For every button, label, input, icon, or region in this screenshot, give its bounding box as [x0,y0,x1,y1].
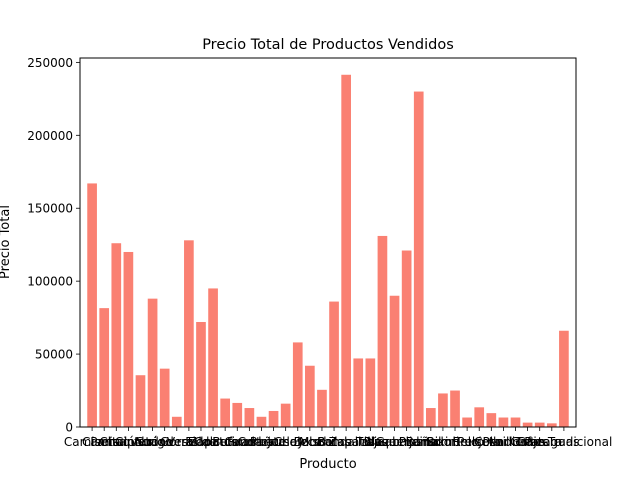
x-tick-label: Bufanda [212,435,262,449]
x-axis: CamisetaCamisaPantalónChaquetaCinturónAb… [64,427,612,449]
x-tick-label: Pantalón [90,435,142,449]
y-tick-label: 150000 [27,202,73,216]
x-tick-label: Bañador [406,435,457,449]
chart-title: Precio Total de Productos Vendidos [202,37,454,53]
y-tick-label: 250000 [27,56,73,70]
bar-4 [123,251,134,427]
x-tick-label: Botas [317,435,351,449]
bar-7 [159,368,170,427]
x-axis-label: Producto [299,457,356,472]
bar-33 [474,407,485,427]
x-tick-label: Guantes [224,435,274,449]
x-tick-label: Gabardina [375,435,437,449]
x-tick-label: Zapatillas [329,435,388,449]
x-tick-label: Vestido [167,435,211,449]
plot-frame [79,57,577,428]
x-tick-label: Camiseta [64,435,120,449]
bar-15 [256,416,267,427]
bar-39 [546,423,557,427]
bar-9 [184,240,194,427]
bar-19 [305,365,315,427]
x-tick-label: Pendientes [482,435,548,449]
x-tick-label: Blazer [364,435,402,449]
x-tick-label: Traje [355,435,385,449]
bar-20 [317,389,327,427]
bar-28 [413,91,424,428]
x-tick-label: Collar [474,435,509,449]
bar-2 [99,308,110,427]
bar-series [87,74,569,428]
y-axis: 0 50000 100000 150000 200000 250000 [27,56,80,435]
x-tick-label: Sandalias [317,435,375,449]
x-tick-label: Reloj [453,435,482,449]
y-axis-label: Precio Total [0,205,13,279]
bar-3 [111,243,122,427]
x-tick-label: Jersey [266,435,304,449]
bar-5 [135,375,146,427]
bar-35 [498,417,509,427]
x-tick-label: Falda [185,435,216,449]
x-tick-label: Zapatos [189,435,238,449]
x-tick-label: Calcetines [194,435,256,449]
y-tick-label: 0 [65,421,73,435]
bar-30 [438,393,448,427]
bar-25 [377,235,388,427]
bar-26 [389,295,400,427]
x-tick-label: Cinturón [115,435,166,449]
y-tick-label: 50000 [35,348,73,362]
bar-8 [171,416,182,427]
x-tick-label: Corbata [238,435,286,449]
x-tick-label: Chaleco [274,435,322,449]
bar-6 [147,298,158,427]
x-tick-label: Pañuelo [250,435,297,449]
x-tick-label: Vaqueros [367,435,423,449]
bar-27 [401,250,412,427]
bar-22 [341,74,351,428]
x-tick-label: Sudadera [136,435,193,449]
bar-16 [268,410,279,427]
bar-36 [510,417,521,427]
bar-34 [486,413,497,427]
x-tick-label: Camisa [82,435,126,449]
x-tick-label: Bikini [427,435,460,449]
bar-14 [244,408,255,427]
bar-21 [329,301,339,427]
x-tick-label: Anillo [487,435,520,449]
bar-17 [280,403,291,427]
bar-23 [353,358,364,427]
y-tick-label: 200000 [27,129,73,143]
x-tick-label: Paraguas [524,435,579,449]
bar-10 [196,321,206,427]
bar-40 [559,330,569,427]
x-tick-label: Chaqueta [99,435,157,449]
bar-12 [220,398,231,427]
x-tick-label: Gorra [160,435,194,449]
x-tick-label: Traje Tradicional [515,435,613,449]
bar-32 [462,417,472,427]
x-tick-label: Gafas [510,435,544,449]
x-tick-label: Abrigo [133,435,172,449]
x-tick-label: Bolso [294,435,327,449]
x-tick-label: Mochila [299,435,345,449]
bar-29 [425,408,436,427]
bar-18 [292,342,303,427]
bar-37 [522,422,533,427]
x-tick-label: Sombrero [426,435,484,449]
bar-38 [534,422,545,427]
bar-1 [87,183,97,427]
x-tick-label: Pijama [399,435,439,449]
bar-31 [450,390,460,427]
y-tick-label: 100000 [27,275,73,289]
x-tick-label: Cartera [517,435,562,449]
bar-11 [208,288,218,427]
x-tick-label: Pulsera [457,435,501,449]
bar-24 [365,358,376,427]
bar-13 [232,402,243,427]
